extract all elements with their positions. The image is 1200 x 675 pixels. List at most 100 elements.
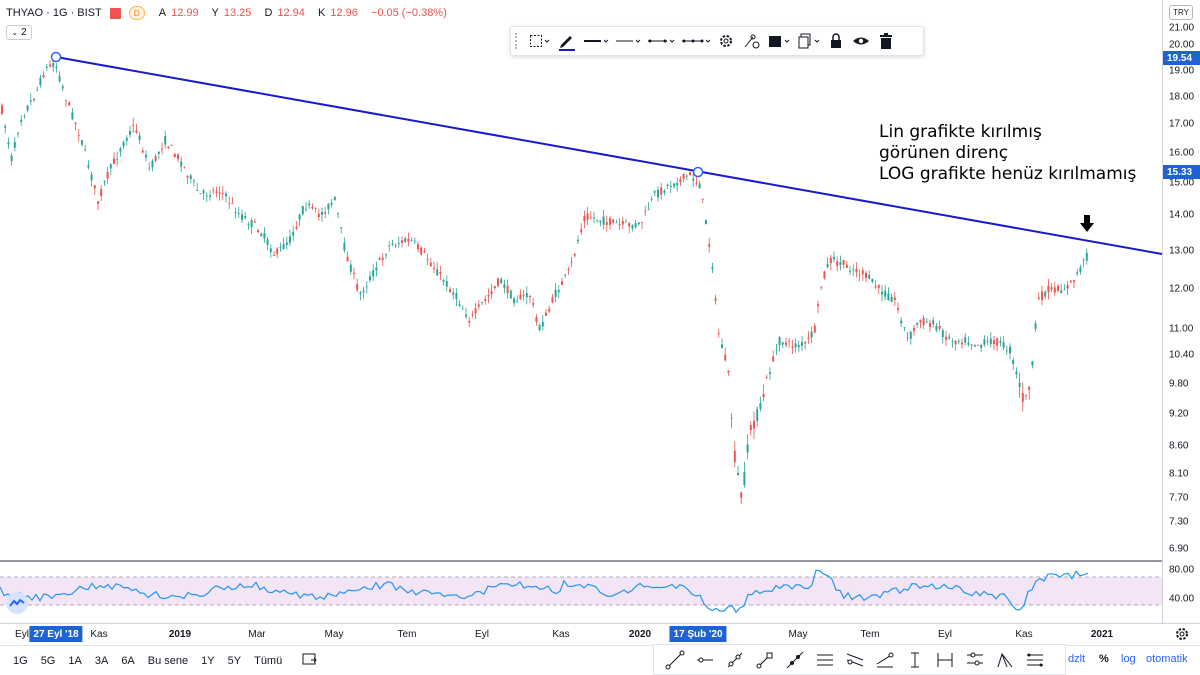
candle-body <box>698 183 701 189</box>
price-marker-end: 15.33 <box>1163 165 1200 179</box>
log-scale-toggle[interactable]: log <box>1121 653 1136 665</box>
price-axis[interactable]: 21.00 20.00 19.00 18.00 17.00 16.00 15.0… <box>1162 0 1200 623</box>
range-1m-button[interactable]: 1A <box>68 654 82 667</box>
candle-body <box>164 136 167 145</box>
symbol-title[interactable]: THYAO · 1G · BIST <box>6 7 102 19</box>
tradingview-logo[interactable] <box>6 592 28 614</box>
time-label: Eyl <box>475 629 489 640</box>
range-all-button[interactable]: Tümü <box>254 654 283 667</box>
cross-line-tool-icon[interactable] <box>930 646 960 674</box>
candle-body <box>820 286 823 288</box>
range-6m-button[interactable]: 6A <box>121 654 135 667</box>
fib-channel-tool-icon[interactable] <box>1020 646 1050 674</box>
candle-body <box>196 189 199 191</box>
candle-body <box>167 146 170 149</box>
alert-icon[interactable] <box>741 29 761 53</box>
range-ytd-button[interactable]: Bu sene <box>147 654 189 667</box>
candle-body <box>903 327 906 329</box>
gear-icon[interactable] <box>717 29 735 53</box>
time-axis[interactable]: Eyl Kas 2019 Mar May Tem Eyl Kas 2020 Ma… <box>0 623 1200 645</box>
currency-button[interactable]: TRY <box>1169 5 1193 20</box>
pane-separator[interactable] <box>0 560 1162 562</box>
price-chart[interactable] <box>0 0 1162 560</box>
trendline-handle-end[interactable] <box>692 166 704 178</box>
regression-channel-tool-icon[interactable] <box>840 646 870 674</box>
chart-settings-gear-icon[interactable] <box>1174 626 1190 642</box>
candle-body <box>1034 323 1037 329</box>
candle-body <box>1018 382 1021 387</box>
candle-body <box>1060 290 1063 294</box>
candle-body <box>385 254 387 256</box>
candle-body <box>324 212 327 214</box>
candle-body <box>407 238 410 242</box>
trendline[interactable] <box>50 51 1163 255</box>
percent-scale-toggle[interactable]: % <box>1099 653 1109 665</box>
trendline-handle-start[interactable] <box>50 51 62 63</box>
range-5y-button[interactable]: 5Y <box>227 654 242 667</box>
candle-body <box>209 195 211 197</box>
indicators-toggle-button[interactable]: ⌄ 2 <box>6 25 32 40</box>
eye-icon[interactable] <box>851 29 871 53</box>
candle-body <box>241 214 243 220</box>
candle-body <box>557 290 560 293</box>
time-marker-end: 17 Şub '20 <box>669 626 727 642</box>
time-label: 2021 <box>1090 629 1114 640</box>
rsi-pane[interactable] <box>0 563 1162 623</box>
extended-hours-toggle[interactable]: dzlt <box>1068 653 1086 665</box>
market-status-badge[interactable]: D <box>128 6 145 20</box>
range-1y-button[interactable]: 1Y <box>201 654 215 667</box>
candle-body <box>234 212 237 214</box>
pencil-icon[interactable] <box>557 29 577 53</box>
drag-handle[interactable] <box>515 33 521 49</box>
candle-body <box>1 105 3 114</box>
candle-body <box>868 275 871 279</box>
price-label: 8.60 <box>1169 440 1189 452</box>
extend-line-button[interactable] <box>681 29 711 53</box>
flat-top-bottom-tool-icon[interactable] <box>870 646 900 674</box>
date-range-icon[interactable] <box>302 652 318 669</box>
range-5d-button[interactable]: 5G <box>40 654 56 667</box>
line-width-button[interactable] <box>615 29 641 53</box>
pitchfork-tool-icon[interactable] <box>990 646 1020 674</box>
candle-body <box>36 89 39 91</box>
candle-body <box>65 100 67 102</box>
trend-line-tool-icon[interactable] <box>660 646 690 674</box>
lock-icon[interactable] <box>827 29 845 53</box>
horizontal-ray-tool-icon[interactable] <box>690 646 720 674</box>
candle-body <box>705 219 707 225</box>
fill-icon[interactable] <box>767 29 791 53</box>
candle-body <box>519 294 522 300</box>
candle-body <box>477 304 480 307</box>
candle-body <box>29 100 32 102</box>
auto-scale-toggle[interactable]: otomatik <box>1146 653 1188 665</box>
range-3m-button[interactable]: 3A <box>94 654 109 667</box>
line-style-button[interactable] <box>647 29 675 53</box>
select-icon[interactable] <box>529 29 551 53</box>
candle-body <box>23 116 26 118</box>
candle-body <box>33 98 35 100</box>
trash-icon[interactable] <box>877 29 895 53</box>
candle-body <box>301 206 304 215</box>
candle-body <box>1025 395 1027 397</box>
candle-body <box>186 176 189 178</box>
candle-body <box>100 189 103 197</box>
candle-body <box>711 266 714 269</box>
candle-body <box>420 247 423 255</box>
ray-tool-icon[interactable] <box>720 646 750 674</box>
candle-body <box>372 270 375 277</box>
extended-line-tool-icon[interactable] <box>780 646 810 674</box>
range-1d-button[interactable]: 1G <box>13 654 28 667</box>
info-line-tool-icon[interactable] <box>750 646 780 674</box>
candle-body <box>417 244 419 250</box>
clone-icon[interactable] <box>797 29 821 53</box>
vertical-line-tool-icon[interactable] <box>900 646 930 674</box>
horizontal-lines-tool-icon[interactable] <box>960 646 990 674</box>
flag-icon[interactable] <box>109 7 121 19</box>
candle-body <box>132 125 135 126</box>
parallel-channel-tool-icon[interactable] <box>810 646 840 674</box>
line-color-button[interactable] <box>583 29 609 53</box>
candle-body <box>500 279 503 284</box>
candle-body <box>769 372 771 374</box>
price-label: 7.30 <box>1169 516 1189 528</box>
candle-body <box>935 325 938 331</box>
